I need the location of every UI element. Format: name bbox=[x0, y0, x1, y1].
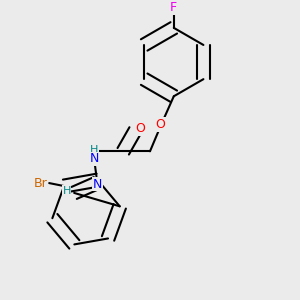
Text: H: H bbox=[90, 145, 99, 155]
Text: F: F bbox=[170, 1, 177, 14]
Text: Br: Br bbox=[33, 177, 47, 190]
Text: O: O bbox=[136, 122, 146, 136]
Text: N: N bbox=[93, 178, 102, 190]
Text: O: O bbox=[155, 118, 165, 131]
Text: H: H bbox=[62, 185, 71, 196]
Text: N: N bbox=[90, 152, 99, 165]
